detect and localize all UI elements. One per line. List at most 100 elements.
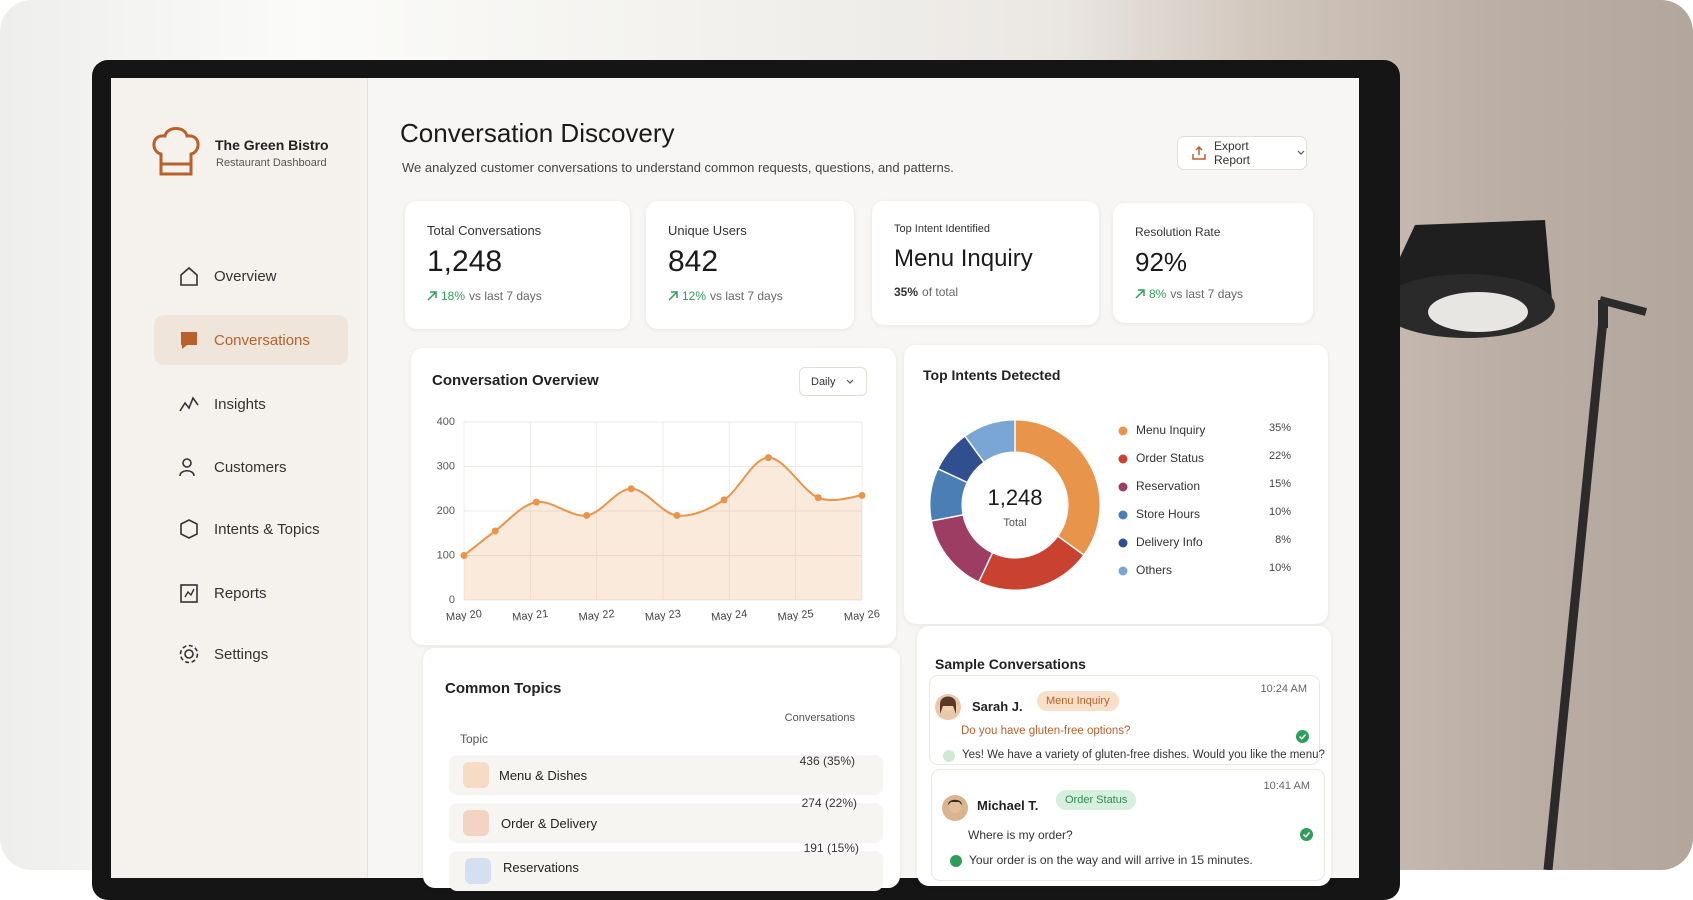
topic-name: Menu & Dishes [499, 768, 588, 783]
brand-name: The Green Bistro [215, 137, 329, 153]
brand-subtitle: Restaurant Dashboard [216, 157, 327, 169]
lamp-joint [1598, 300, 1608, 328]
kpi-change: 12% vs last 7 days [668, 289, 783, 303]
answer: Yes! We have a variety of gluten-free di… [962, 749, 1325, 761]
kpi-label: Unique Users [668, 223, 747, 238]
nav-item[interactable]: Settings [154, 629, 348, 679]
kpi-change-note: of total [922, 285, 959, 299]
reply-icon [943, 750, 955, 762]
card-title: Common Topics [445, 680, 562, 697]
nav-item[interactable]: Reports [154, 568, 348, 618]
timestamp: 10:24 AM [1260, 683, 1307, 695]
kpi-label: Total Conversations [427, 223, 542, 238]
card-title: Conversation Overview [432, 372, 599, 389]
nav-icon [179, 644, 199, 664]
topic-count: 436 (35%) [799, 754, 855, 768]
column-header: Topic [460, 732, 489, 746]
chevron [847, 379, 854, 384]
nav-item[interactable]: Customers [154, 442, 348, 492]
nav-label: Insights [214, 395, 266, 413]
topic-count: 191 (15%) [803, 841, 859, 855]
sidebar [111, 78, 368, 878]
kpi-change-value: 35% [894, 285, 919, 299]
lamp-bulb [1428, 292, 1528, 332]
timestamp: 10:41 AM [1263, 780, 1310, 792]
kpi-value: 842 [668, 245, 719, 278]
kpi-card: Top Intent Identified Menu Inquiry 35% of… [872, 201, 1099, 325]
kpi-change: 18% vs last 7 days [427, 289, 542, 303]
reply-icon [950, 855, 962, 867]
export-label: Export Report [1214, 139, 1251, 167]
intent-tag: Menu Inquiry [1037, 691, 1119, 711]
kpi-card: Unique Users 842 12% vs last 7 days [646, 201, 854, 329]
avatar [942, 795, 968, 821]
kpi-change: 8% vs last 7 days [1135, 287, 1243, 301]
topic-count: 274 (22%) [801, 796, 857, 810]
intents-card [904, 345, 1328, 624]
avatar [935, 694, 961, 720]
kpi-value: 1,248 [427, 245, 503, 278]
nav-label: Intents & Topics [214, 520, 320, 538]
kpi-change-note: vs last 7 days [710, 289, 783, 303]
lamp-arm [1598, 296, 1648, 316]
logo [152, 127, 200, 176]
nav-icon [180, 584, 198, 603]
kpi-card: Resolution Rate 92% 8% vs last 7 days [1113, 203, 1313, 323]
topic-row[interactable] [449, 803, 883, 843]
topic-row[interactable] [449, 755, 883, 795]
period-select[interactable]: Daily [799, 367, 867, 396]
export-button[interactable]: Export Report [1177, 136, 1307, 170]
topic-name: Reservations [503, 860, 579, 875]
page-description: We analyzed customer conversations to un… [402, 160, 954, 175]
nav-icon [180, 266, 198, 286]
conversation-item[interactable] [931, 769, 1325, 881]
nav-icon [181, 332, 197, 349]
nav-label: Settings [214, 645, 269, 663]
nav-item[interactable]: Intents & Topics [154, 504, 348, 554]
topic-icon [465, 858, 491, 884]
card-title: Top Intents Detected [923, 367, 1061, 383]
nav-item[interactable]: Overview [154, 251, 348, 301]
kpi-change-note: vs last 7 days [469, 289, 542, 303]
nav-icon [179, 396, 199, 412]
kpi-change: 35% of total [894, 285, 958, 299]
kpi-label: Resolution Rate [1135, 225, 1221, 239]
period-label: Daily [811, 375, 836, 388]
chevron [1297, 150, 1305, 155]
nav-label: Customers [214, 458, 287, 476]
nav-label: Conversations [214, 331, 310, 349]
topic-icon [463, 810, 489, 836]
column-header: Conversations [784, 712, 855, 724]
kpi-label: Top Intent Identified [894, 223, 991, 235]
up-arrow [1135, 289, 1145, 299]
topic-icon [463, 762, 489, 788]
up-arrow [668, 291, 678, 301]
kpi-change-value: 12% [682, 289, 707, 303]
nav-icon [180, 519, 198, 539]
answer: Your order is on the way and will arrive… [969, 853, 1253, 867]
customer-name: Michael T. [977, 798, 1039, 813]
kpi-value: 92% [1135, 247, 1188, 277]
up-arrow [427, 291, 437, 301]
kpi-value: Menu Inquiry [894, 245, 1033, 272]
kpi-change-value: 8% [1149, 287, 1167, 301]
intent-tag: Order Status [1056, 790, 1137, 810]
check-icon [1300, 828, 1313, 841]
question: Where is my order? [968, 828, 1073, 842]
check-icon [1296, 730, 1309, 743]
topic-name: Order & Delivery [501, 816, 598, 831]
nav-icon [179, 458, 195, 477]
page-title: Conversation Discovery [400, 118, 675, 148]
nav-item[interactable]: Conversations [154, 315, 348, 365]
nav-item[interactable]: Insights [154, 379, 348, 429]
nav-label: Overview [214, 267, 277, 285]
lamp-pole [1543, 319, 1608, 870]
lamp [1379, 220, 1648, 870]
customer-name: Sarah J. [972, 699, 1023, 714]
question: Do you have gluten-free options? [961, 725, 1131, 737]
card-title: Sample Conversations [935, 656, 1086, 672]
conversation-item[interactable] [929, 675, 1320, 765]
kpi-card: Total Conversations 1,248 18% vs last 7 d… [405, 201, 630, 329]
